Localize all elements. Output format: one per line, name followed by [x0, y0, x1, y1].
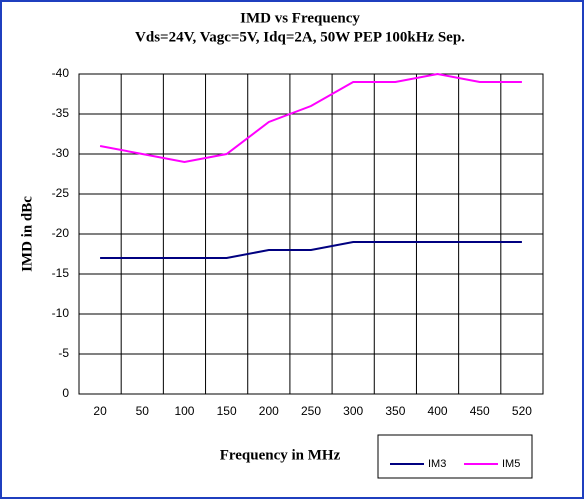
x-tick-label: 100: [174, 404, 194, 418]
x-tick-label: 250: [301, 404, 321, 418]
y-tick-label: -40: [52, 66, 70, 80]
series-line: [100, 241, 522, 259]
y-tick-label: -5: [58, 346, 69, 360]
x-tick-label: 400: [428, 404, 448, 418]
series-line: [99, 72, 522, 164]
x-tick-label: 520: [512, 404, 532, 418]
y-tick-label: -35: [52, 106, 70, 120]
y-tick-label: -25: [52, 186, 70, 200]
x-tick-label: 20: [93, 404, 107, 418]
legend-box: [377, 434, 533, 479]
x-tick-label: 50: [136, 404, 150, 418]
chart-title: IMD vs Frequency: [240, 10, 360, 26]
plot-frame: [78, 73, 544, 395]
y-tick-label: -20: [52, 226, 70, 240]
chart-subtitle: Vds=24V, Vagc=5V, Idq=2A, 50W PEP 100kHz…: [135, 29, 465, 45]
x-tick-label: 300: [343, 404, 363, 418]
x-tick-label: 450: [470, 404, 490, 418]
y-axis-label: IMD in dBc: [19, 196, 35, 272]
y-tick-label: 0: [62, 386, 69, 400]
legend-label: IM5: [502, 458, 520, 470]
y-tick-label: -30: [52, 146, 70, 160]
x-tick-label: 350: [385, 404, 405, 418]
x-tick-label: 150: [217, 404, 237, 418]
y-tick-label: -15: [52, 266, 70, 280]
legend-label: IM3: [428, 458, 446, 470]
x-axis-label: Frequency in MHz: [220, 447, 341, 463]
y-tick-label: -10: [52, 306, 70, 320]
x-tick-label: 200: [259, 404, 279, 418]
